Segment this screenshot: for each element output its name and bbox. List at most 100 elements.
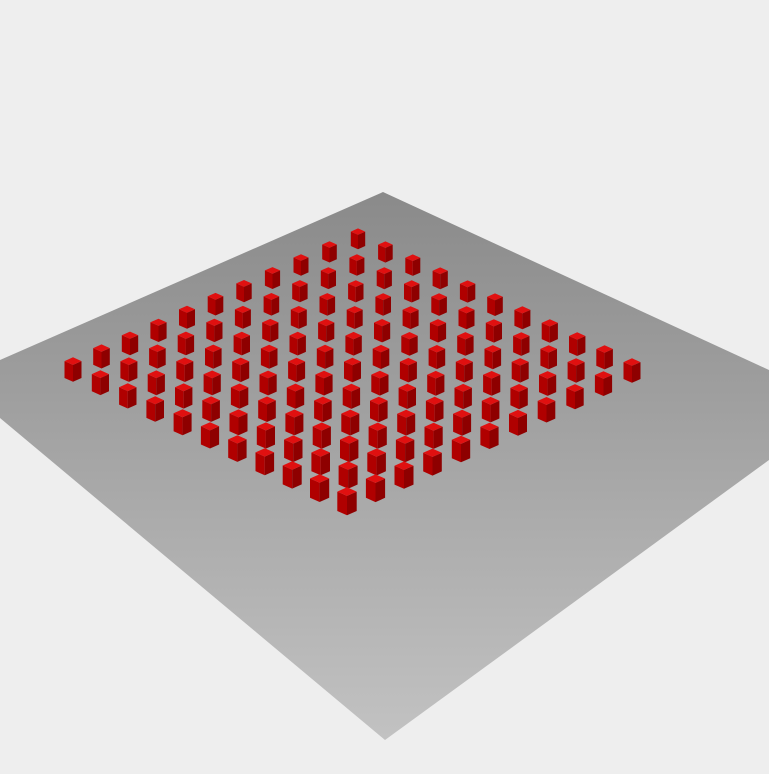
red-block — [232, 357, 250, 383]
block-top-face — [451, 435, 471, 444]
block-top-face — [342, 383, 361, 392]
block-top-face — [539, 371, 557, 379]
block-top-face — [348, 280, 364, 287]
block-right-face — [182, 413, 192, 436]
red-block — [423, 448, 442, 476]
red-block — [368, 422, 387, 449]
block-right-face — [433, 426, 443, 449]
block-left-face — [405, 257, 413, 276]
block-top-face — [374, 319, 391, 327]
block-top-face — [453, 409, 472, 418]
block-right-face — [268, 374, 277, 396]
block-left-face — [398, 387, 408, 409]
block-right-face — [383, 296, 391, 316]
block-right-face — [575, 388, 584, 410]
block-right-face — [549, 322, 558, 343]
block-right-face — [241, 335, 250, 356]
block-left-face — [431, 296, 440, 316]
block-left-face — [427, 374, 436, 396]
block-top-face — [431, 293, 447, 301]
block-right-face — [382, 322, 391, 343]
block-left-face — [263, 296, 272, 316]
block-right-face — [321, 426, 331, 449]
block-left-face — [484, 348, 493, 370]
red-block — [374, 319, 391, 343]
red-block — [233, 331, 250, 356]
red-block — [315, 370, 333, 396]
block-left-face — [425, 400, 435, 423]
block-left-face — [395, 439, 406, 463]
red-block — [64, 357, 82, 382]
block-right-face — [158, 322, 167, 342]
block-left-face — [453, 413, 463, 436]
block-right-face — [436, 348, 446, 370]
block-top-face — [375, 293, 391, 301]
block-top-face — [64, 357, 82, 365]
block-right-face — [577, 336, 586, 356]
block-left-face — [318, 322, 327, 343]
block-right-face — [375, 478, 386, 503]
red-block — [623, 358, 641, 383]
block-top-face — [423, 448, 442, 457]
block-right-face — [432, 452, 442, 476]
red-block — [567, 358, 585, 383]
block-top-face — [511, 358, 529, 366]
block-left-face — [206, 322, 215, 343]
block-top-face — [207, 292, 224, 300]
block-left-face — [230, 387, 240, 409]
block-top-face — [427, 370, 445, 379]
red-block — [342, 383, 361, 409]
block-right-face — [467, 283, 476, 303]
block-left-face — [147, 374, 157, 396]
block-left-face — [337, 491, 347, 516]
block-left-face — [233, 335, 242, 356]
block-left-face — [424, 426, 434, 449]
block-right-face — [522, 309, 531, 330]
red-block — [173, 409, 192, 436]
red-block — [375, 293, 391, 316]
block-right-face — [326, 322, 335, 343]
block-top-face — [286, 383, 305, 392]
block-top-face — [566, 384, 584, 392]
block-right-face — [73, 361, 82, 382]
block-left-face — [428, 348, 437, 370]
block-right-face — [404, 465, 414, 489]
block-right-face — [183, 387, 193, 409]
block-top-face — [234, 305, 251, 313]
block-top-face — [459, 280, 476, 288]
block-right-face — [493, 322, 502, 343]
block-top-face — [344, 357, 361, 366]
red-block — [289, 331, 306, 356]
red-block — [371, 370, 389, 396]
block-top-face — [376, 267, 392, 274]
red-block — [481, 396, 500, 423]
block-top-face — [310, 474, 330, 483]
block-top-face — [487, 293, 503, 301]
block-left-face — [176, 361, 185, 382]
block-left-face — [320, 270, 329, 290]
block-left-face — [234, 309, 243, 329]
red-block — [255, 448, 275, 476]
red-block — [121, 331, 139, 356]
block-top-face — [594, 371, 613, 379]
red-block — [310, 474, 330, 502]
block-top-face — [147, 370, 165, 379]
block-top-face — [455, 358, 473, 366]
block-left-face — [284, 439, 294, 462]
red-block — [457, 332, 474, 356]
red-block — [401, 332, 418, 356]
block-right-face — [546, 400, 556, 423]
block-left-face — [349, 257, 357, 276]
red-block — [311, 448, 330, 476]
block-right-face — [381, 348, 390, 369]
block-right-face — [299, 283, 308, 303]
red-block — [427, 370, 445, 396]
block-left-face — [312, 426, 322, 449]
block-right-face — [353, 335, 362, 356]
block-right-face — [356, 257, 365, 276]
block-right-face — [491, 374, 501, 396]
block-top-face — [316, 344, 334, 353]
block-right-face — [435, 374, 445, 396]
block-left-face — [149, 348, 158, 369]
